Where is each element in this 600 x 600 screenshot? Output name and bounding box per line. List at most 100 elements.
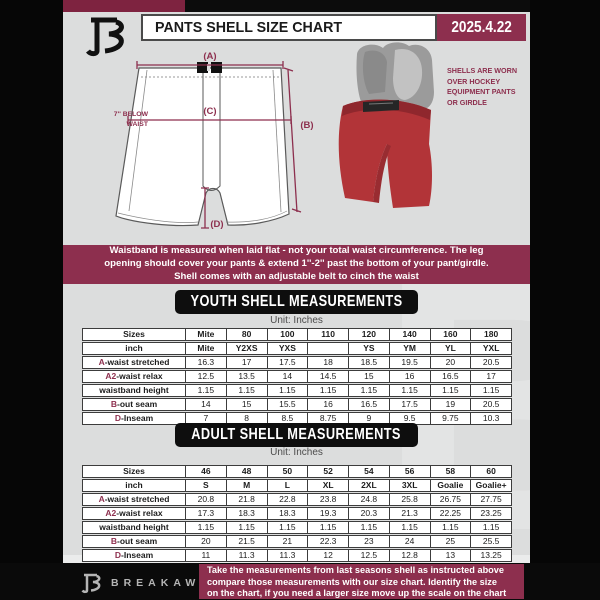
table-cell: 24 — [389, 535, 431, 548]
breakaway-footer-logo-icon — [81, 573, 101, 594]
table-row: Sizes 46 48 50 52 54 56 58 60 — [82, 465, 512, 478]
table-cell: 24.8 — [349, 493, 390, 506]
row-label: A2-waist relax — [82, 370, 186, 383]
table-row: A-waist stretched 16.3 17 17.5 18 18.5 19.5 20 2… — [82, 356, 512, 369]
table-cell: 16 — [308, 398, 349, 411]
table-cell: 52 — [308, 465, 349, 478]
table-cell: 1.15 — [471, 384, 512, 397]
table-cell: Mite — [186, 328, 227, 341]
table-cell: 23 — [349, 535, 390, 548]
table-cell: 17.5 — [389, 398, 431, 411]
table-cell: 60 — [471, 465, 512, 478]
table-cell: 13.25 — [471, 549, 512, 562]
adult-unit-label: Unit: Inches — [270, 447, 323, 458]
table-cell: YXS — [267, 342, 309, 355]
table-cell: 80 — [226, 328, 268, 341]
table-cell: 18 — [308, 356, 349, 369]
table-cell: 1.15 — [267, 521, 309, 534]
table-row: waistband height 1.15 1.15 1.15 1.15 1.15 1.15… — [82, 384, 512, 397]
table-cell: 10.3 — [471, 412, 512, 425]
table-cell: 120 — [349, 328, 390, 341]
measurement-instructions-banner: Waistband is measured when laid flat - n… — [63, 245, 530, 284]
below-waist-note: 7'' BELOW WAIST — [113, 111, 148, 128]
table-cell: 1.15 — [349, 384, 390, 397]
table-row: Sizes Mite 80 100 110 120 140 160 180 — [82, 328, 512, 341]
table-cell: 1.15 — [186, 521, 227, 534]
table-cell: 22.8 — [267, 493, 309, 506]
table-cell: Y2XS — [226, 342, 268, 355]
row-label: B-out seam — [82, 535, 186, 548]
table-cell: 17 — [226, 356, 268, 369]
table-cell: 26.75 — [430, 493, 472, 506]
table-cell: 23.8 — [308, 493, 349, 506]
table-cell: 20.5 — [471, 356, 512, 369]
table-row: waistband height 1.15 1.15 1.15 1.15 1.15 1.15… — [82, 521, 512, 534]
table-cell: L — [267, 479, 309, 492]
table-cell: 25.5 — [471, 535, 512, 548]
adult-table: Sizes 46 48 50 52 54 56 58 60 inch S M L XL 2XL 3XL Goal… — [82, 464, 512, 563]
table-cell: 12.5 — [186, 370, 227, 383]
table-cell: 16.3 — [186, 356, 227, 369]
page-title-box: PANTS SHELL SIZE CHART — [141, 14, 437, 41]
date-badge: 2025.4.22 — [437, 14, 526, 41]
table-cell: 3XL — [389, 479, 431, 492]
table-cell: 1.15 — [389, 384, 431, 397]
table-cell: 1.15 — [186, 384, 227, 397]
table-row: B-out seam 20 21.5 21 22.3 23 24 25 25.5 — [82, 535, 512, 548]
label-c: (C) — [203, 106, 216, 117]
table-cell: YM — [389, 342, 431, 355]
table-cell: 17 — [471, 370, 512, 383]
table-cell: YXL — [471, 342, 512, 355]
table-cell: 1.15 — [308, 384, 349, 397]
table-cell: 56 — [389, 465, 431, 478]
pants-diagram: (A) (C) (B) (D) — [115, 51, 314, 230]
table-row: A2-waist relax 12.5 13.5 14 14.5 15 16 16.5 17 — [82, 370, 512, 383]
row-label: Sizes — [82, 465, 186, 478]
shell-photo — [338, 42, 434, 208]
row-label: Sizes — [82, 328, 186, 341]
table-cell: 14 — [186, 398, 227, 411]
top-strip-accent — [63, 0, 185, 12]
table-cell: YS — [349, 342, 390, 355]
table-cell: 21.5 — [226, 535, 268, 548]
table-cell: 20 — [186, 535, 227, 548]
table-cell: 22.3 — [308, 535, 349, 548]
table-cell: 9.75 — [430, 412, 472, 425]
youth-section-header: YOUTH SHELL MEASUREMENTS — [175, 290, 418, 314]
table-cell: Goalie — [430, 479, 472, 492]
table-row: inch S M L XL 2XL 3XL Goalie Goalie+ — [82, 479, 512, 492]
footer-instructions: Take the measurements from last seasons … — [199, 564, 524, 599]
table-cell: 18.5 — [349, 356, 390, 369]
table-cell: 16.5 — [349, 398, 390, 411]
table-cell: 17.5 — [267, 356, 309, 369]
table-cell: 1.15 — [226, 521, 268, 534]
table-cell: 12.8 — [389, 549, 431, 562]
table-cell: 160 — [430, 328, 472, 341]
table-cell: 12 — [308, 549, 349, 562]
row-label: A2-waist relax — [82, 507, 186, 520]
table-cell: 14 — [267, 370, 309, 383]
shell-note: SHELLS ARE WORN OVER HOCKEY EQUIPMENT PA… — [447, 66, 518, 107]
table-row: D-Inseam 11 11.3 11.3 12 12.5 12.8 13 13.25 — [82, 549, 512, 562]
table-cell: 1.15 — [430, 521, 472, 534]
table-cell: 22.25 — [430, 507, 472, 520]
label-b: (B) — [300, 120, 313, 131]
table-cell: XL — [308, 479, 349, 492]
table-cell: 54 — [349, 465, 390, 478]
table-cell: 180 — [471, 328, 512, 341]
table-cell: M — [226, 479, 268, 492]
youth-table: Sizes Mite 80 100 110 120 140 160 180 inch Mite Y2X… — [82, 327, 512, 426]
table-row: A2-waist relax 17.3 18.3 18.3 19.3 20.3 21.3 22… — [82, 507, 512, 520]
row-label: A-waist stretched — [82, 493, 186, 506]
row-label: waistband height — [82, 521, 186, 534]
date-text: 2025.4.22 — [451, 18, 512, 36]
label-a: (A) — [203, 51, 216, 62]
table-cell: 2XL — [349, 479, 390, 492]
table-cell: 15 — [349, 370, 390, 383]
table-cell: 48 — [226, 465, 268, 478]
table-cell: 16 — [389, 370, 431, 383]
youth-unit-label: Unit: Inches — [270, 315, 323, 326]
table-cell: 20 — [430, 356, 472, 369]
table-cell: 1.15 — [349, 521, 390, 534]
